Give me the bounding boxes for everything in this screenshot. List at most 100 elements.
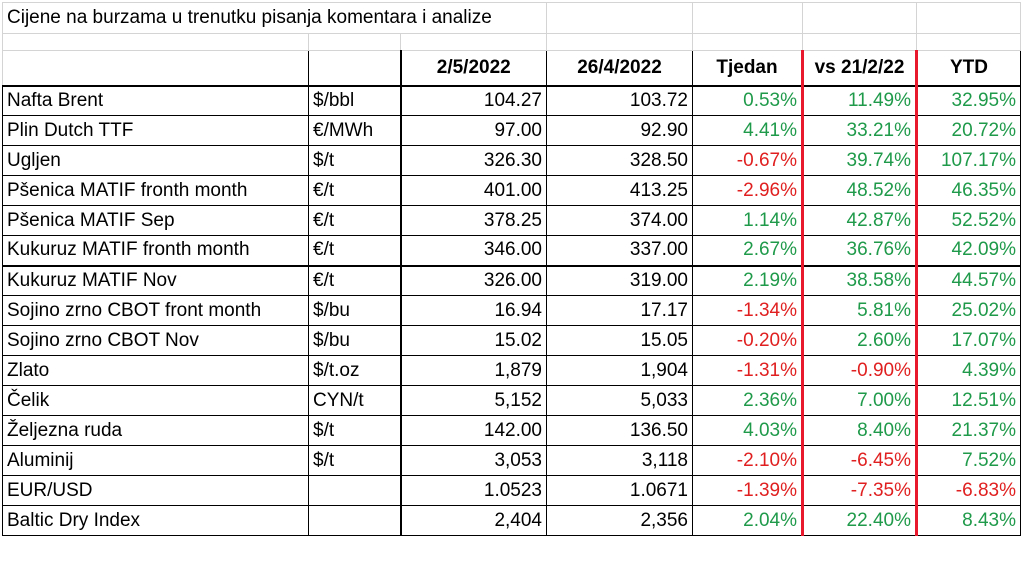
commodity-name: EUR/USD bbox=[2, 475, 309, 506]
commodity-name: Aluminij bbox=[2, 445, 309, 476]
header-unit bbox=[308, 50, 401, 86]
commodity-name: Sojino zrno CBOT Nov bbox=[2, 325, 309, 356]
table-row: Pšenica MATIF fronth month €/t 401.00 413.2… bbox=[2, 175, 1021, 206]
ytd-change: 52.52% bbox=[916, 205, 1021, 236]
vs-change: 2.60% bbox=[802, 325, 918, 356]
week-change: -0.67% bbox=[692, 145, 804, 176]
unit-cell: $/bbl bbox=[308, 84, 401, 116]
commodity-name: Plin Dutch TTF bbox=[2, 115, 309, 146]
previous-price: 319.00 bbox=[546, 264, 693, 296]
unit-cell: $/bu bbox=[308, 295, 401, 326]
commodity-name: Pšenica MATIF Sep bbox=[2, 205, 309, 236]
empty-cell bbox=[692, 33, 803, 51]
vs-change: -6.45% bbox=[802, 445, 918, 476]
commodity-name: Željezna ruda bbox=[2, 415, 309, 446]
header-week: Tjedan bbox=[692, 50, 804, 86]
header-current-date: 2/5/2022 bbox=[399, 50, 547, 86]
header-previous-date: 26/4/2022 bbox=[546, 50, 693, 86]
vs-change: 38.58% bbox=[802, 264, 918, 296]
vs-change: 11.49% bbox=[802, 84, 918, 116]
previous-price: 15.05 bbox=[546, 325, 693, 356]
table-row: Aluminij $/t 3,053 3,118 -2.10% -6.45% 7.52% bbox=[2, 445, 1021, 476]
week-change: -1.39% bbox=[692, 475, 804, 506]
ytd-change: -6.83% bbox=[916, 475, 1021, 506]
previous-price: 5,033 bbox=[546, 385, 693, 416]
vs-change: 39.74% bbox=[802, 145, 918, 176]
ytd-change: 42.09% bbox=[916, 235, 1021, 266]
unit-cell: €/t bbox=[308, 175, 401, 206]
unit-cell: €/MWh bbox=[308, 115, 401, 146]
current-price: 346.00 bbox=[399, 235, 547, 266]
empty-cell bbox=[546, 33, 693, 51]
table-row: Željezna ruda $/t 142.00 136.50 4.03% 8.40% 21… bbox=[2, 415, 1021, 446]
empty-cell bbox=[546, 2, 693, 34]
commodity-name: Baltic Dry Index bbox=[2, 505, 309, 536]
current-price: 5,152 bbox=[399, 385, 547, 416]
current-price: 16.94 bbox=[399, 295, 547, 326]
week-change: 2.04% bbox=[692, 505, 804, 536]
table-row: Pšenica MATIF Sep €/t 378.25 374.00 1.14% 42.… bbox=[2, 205, 1021, 236]
current-price: 326.30 bbox=[399, 145, 547, 176]
previous-price: 17.17 bbox=[546, 295, 693, 326]
vs-change: 33.21% bbox=[802, 115, 918, 146]
week-change: 2.36% bbox=[692, 385, 804, 416]
week-change: 2.19% bbox=[692, 264, 804, 296]
vs-change: 36.76% bbox=[802, 235, 918, 266]
vs-change: 8.40% bbox=[802, 415, 918, 446]
unit-cell: CYN/t bbox=[308, 385, 401, 416]
unit-cell: $/t bbox=[308, 445, 401, 476]
table-row: EUR/USD 1.0523 1.0671 -1.39% -7.35% -6.83% bbox=[2, 475, 1021, 506]
commodity-name: Sojino zrno CBOT front month bbox=[2, 295, 309, 326]
previous-price: 1,904 bbox=[546, 355, 693, 386]
current-price: 104.27 bbox=[399, 84, 547, 116]
week-change: 2.67% bbox=[692, 235, 804, 266]
current-price: 2,404 bbox=[399, 505, 547, 536]
ytd-change: 44.57% bbox=[916, 264, 1021, 296]
unit-cell: €/t bbox=[308, 235, 401, 266]
previous-price: 3,118 bbox=[546, 445, 693, 476]
empty-cell bbox=[400, 33, 547, 51]
current-price: 326.00 bbox=[399, 264, 547, 296]
table-row: Kukuruz MATIF Nov €/t 326.00 319.00 2.19% 38.… bbox=[2, 264, 1021, 296]
week-change: 1.14% bbox=[692, 205, 804, 236]
unit-cell bbox=[308, 505, 401, 536]
vs-change: 5.81% bbox=[802, 295, 918, 326]
empty-cell bbox=[2, 33, 309, 51]
ytd-change: 25.02% bbox=[916, 295, 1021, 326]
previous-price: 413.25 bbox=[546, 175, 693, 206]
commodity-name: Pšenica MATIF fronth month bbox=[2, 175, 309, 206]
ytd-change: 12.51% bbox=[916, 385, 1021, 416]
current-price: 3,053 bbox=[399, 445, 547, 476]
previous-price: 103.72 bbox=[546, 84, 693, 116]
unit-cell bbox=[308, 475, 401, 506]
previous-price: 1.0671 bbox=[546, 475, 693, 506]
current-price: 401.00 bbox=[399, 175, 547, 206]
week-change: -1.31% bbox=[692, 355, 804, 386]
table-row: Kukuruz MATIF fronth month €/t 346.00 337.0… bbox=[2, 235, 1021, 266]
vs-change: -0.90% bbox=[802, 355, 918, 386]
empty-cell bbox=[692, 2, 803, 34]
week-change: -2.96% bbox=[692, 175, 804, 206]
table-title: Cijene na burzama u trenutku pisanja kom… bbox=[2, 2, 547, 34]
current-price: 1,879 bbox=[399, 355, 547, 386]
empty-cell bbox=[802, 2, 917, 34]
week-change: 4.41% bbox=[692, 115, 804, 146]
previous-price: 374.00 bbox=[546, 205, 693, 236]
week-change: 0.53% bbox=[692, 84, 804, 116]
previous-price: 136.50 bbox=[546, 415, 693, 446]
commodity-name: Kukuruz MATIF fronth month bbox=[2, 235, 309, 266]
commodity-name: Čelik bbox=[2, 385, 309, 416]
week-change: -0.20% bbox=[692, 325, 804, 356]
ytd-change: 21.37% bbox=[916, 415, 1021, 446]
current-price: 1.0523 bbox=[399, 475, 547, 506]
ytd-change: 4.39% bbox=[916, 355, 1021, 386]
ytd-change: 17.07% bbox=[916, 325, 1021, 356]
empty-cell bbox=[802, 33, 917, 51]
unit-cell: €/t bbox=[308, 264, 401, 296]
ytd-change: 7.52% bbox=[916, 445, 1021, 476]
vs-change: 42.87% bbox=[802, 205, 918, 236]
table-row: Plin Dutch TTF €/MWh 97.00 92.90 4.41% 33.21%… bbox=[2, 115, 1021, 146]
unit-cell: $/bu bbox=[308, 325, 401, 356]
table-row: Sojino zrno CBOT Nov $/bu 15.02 15.05 -0.20%… bbox=[2, 325, 1021, 356]
empty-cell bbox=[916, 33, 1021, 51]
